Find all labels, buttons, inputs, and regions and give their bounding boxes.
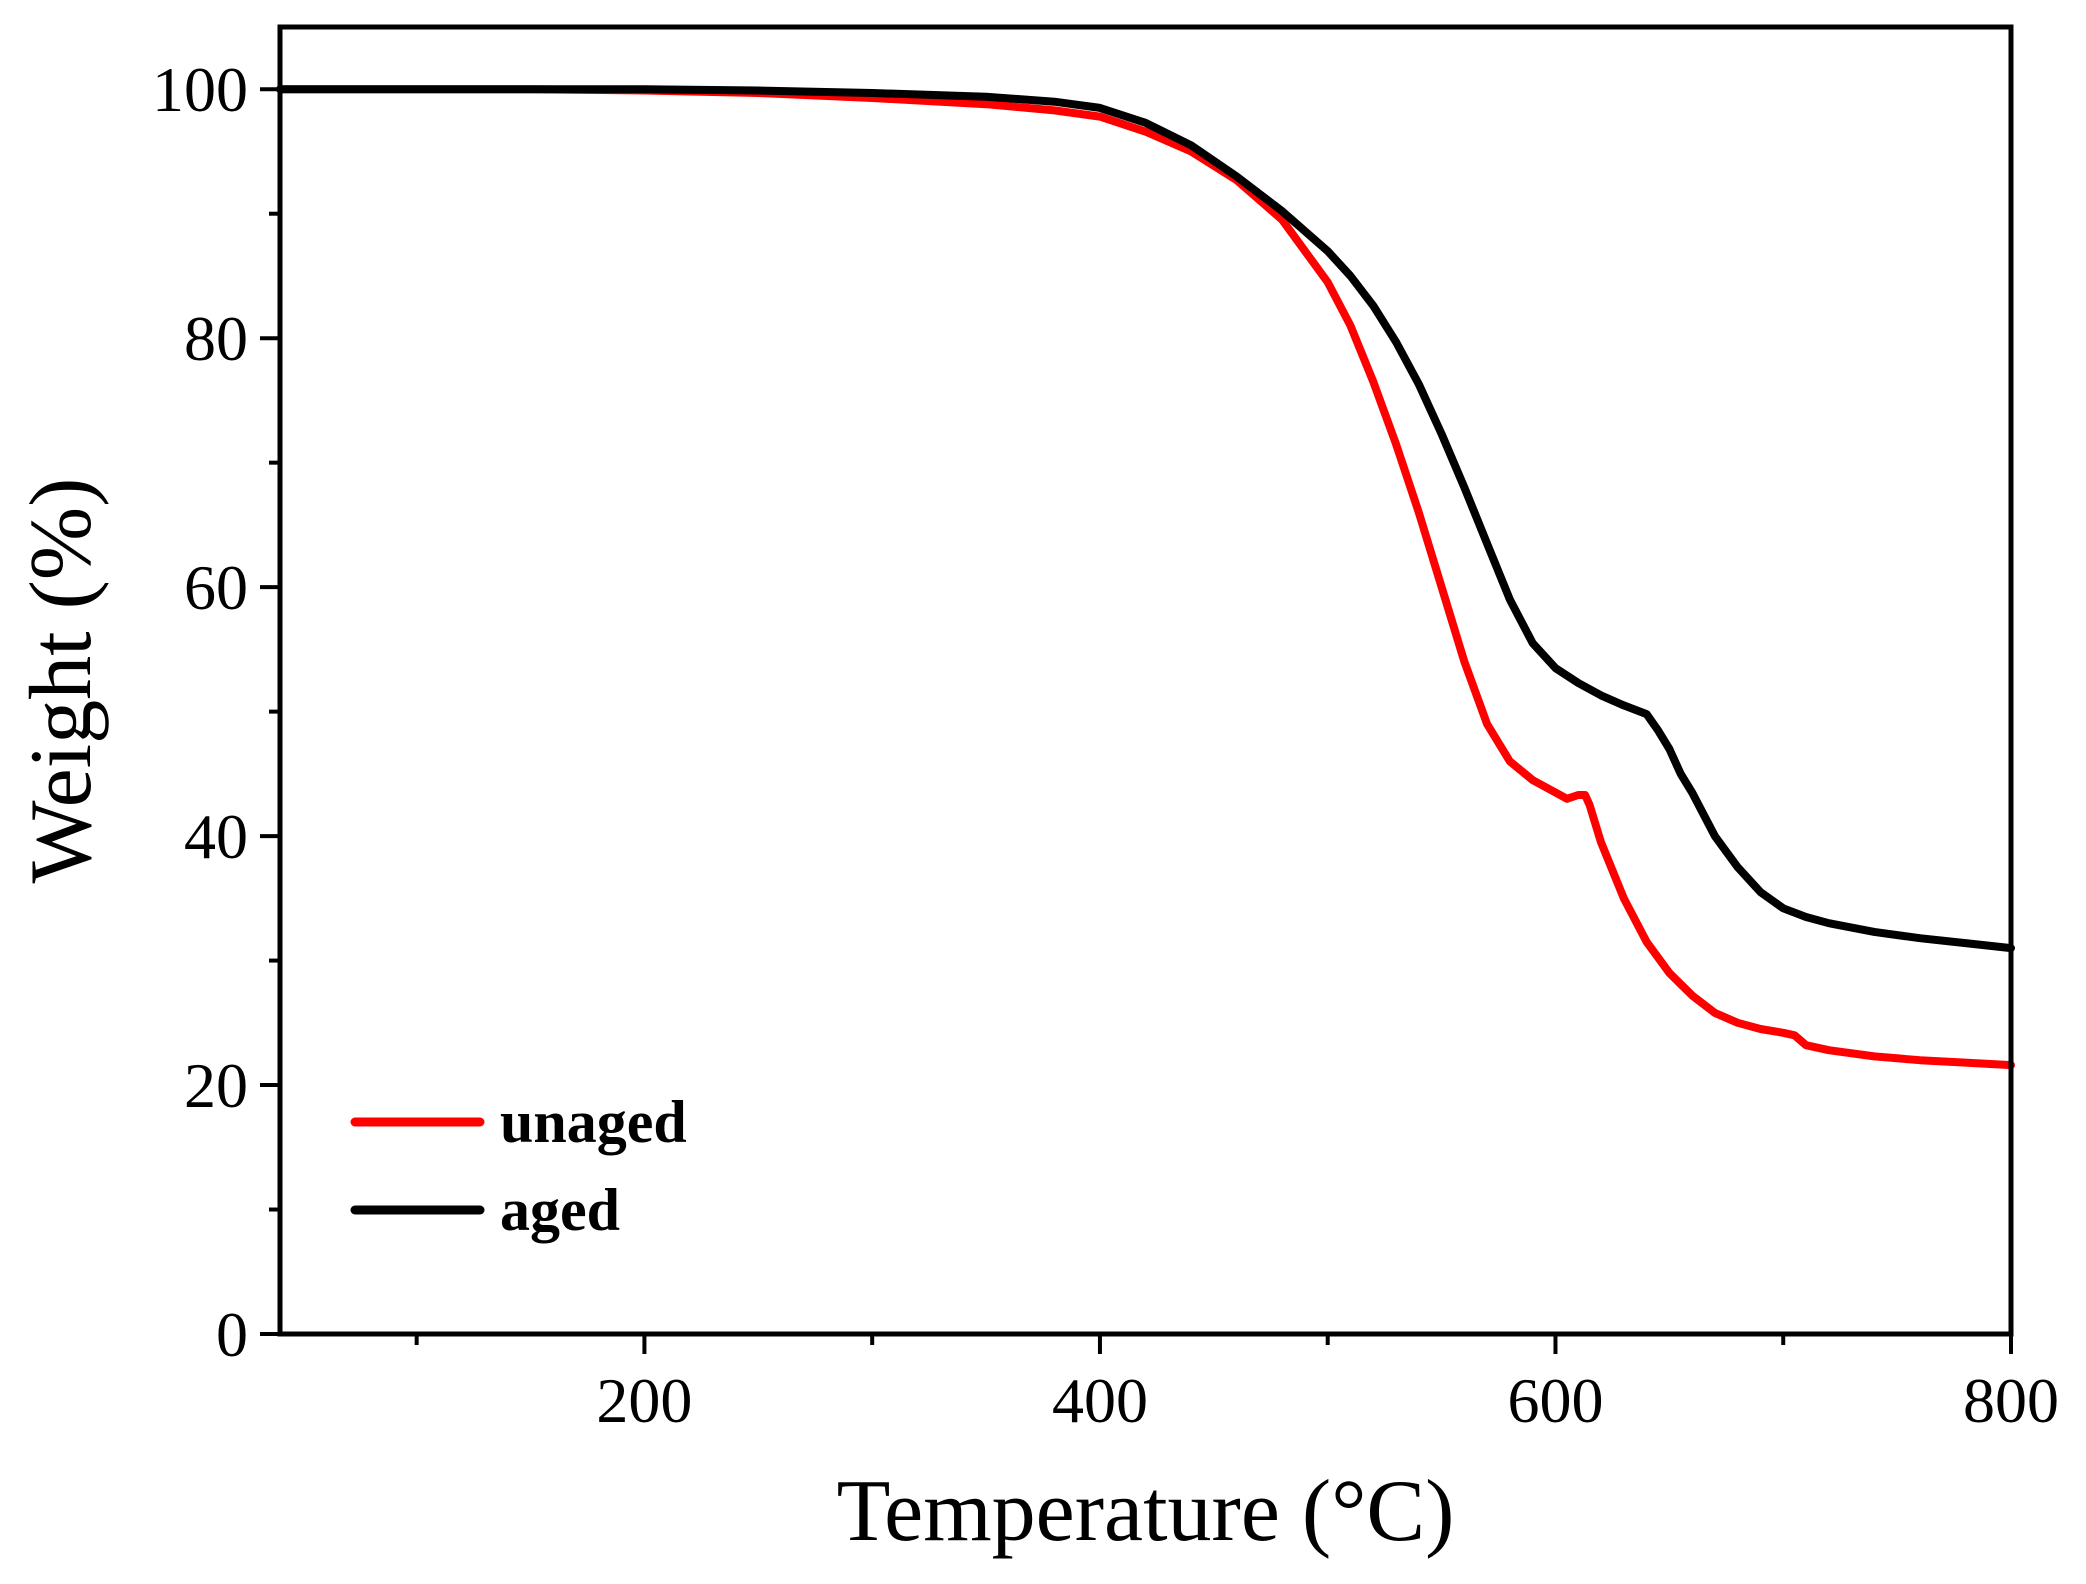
- legend: unaged aged: [350, 1089, 687, 1243]
- plot-area-frame: [277, 24, 2014, 1337]
- x-tick-label: 200: [596, 1365, 692, 1436]
- y-axis-title: Weight (%): [13, 478, 110, 884]
- series-line-unaged: [276, 85, 2015, 1070]
- x-axis-title: Temperature (°C): [837, 1463, 1455, 1560]
- y-tick-label: 100: [152, 54, 248, 125]
- y-tick-label: 80: [184, 303, 248, 374]
- y-tick-label: 60: [184, 552, 248, 623]
- series-line-aged: [276, 85, 2015, 953]
- y-tick-label: 20: [184, 1050, 248, 1121]
- x-tick-label: 800: [1963, 1365, 2059, 1436]
- legend-label-unaged: unaged: [500, 1089, 687, 1155]
- y-tick-label: 40: [184, 801, 248, 872]
- axis-tick-labels: 200 400 600 800 0 20 40 60 80 100: [152, 54, 2059, 1436]
- x-tick-label: 600: [1507, 1365, 1603, 1436]
- legend-label-aged: aged: [500, 1177, 620, 1243]
- y-tick-label: 0: [216, 1299, 248, 1370]
- x-tick-label: 400: [1052, 1365, 1148, 1436]
- series-lines: [276, 85, 2015, 1070]
